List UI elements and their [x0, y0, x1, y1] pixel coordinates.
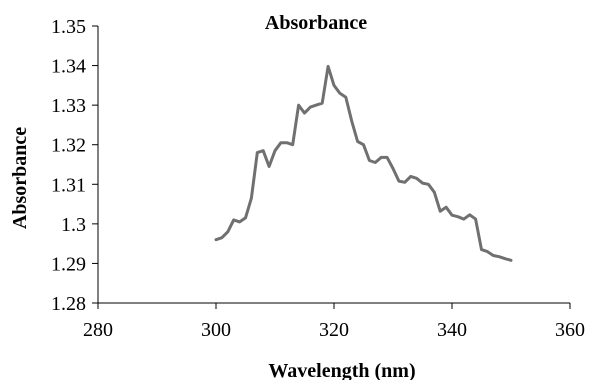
- x-tick-label: 320: [319, 319, 349, 341]
- y-tick-label: 1.35: [51, 16, 86, 38]
- x-axis-title: Wavelength (nm): [268, 360, 415, 380]
- y-tick-label: 1.3: [61, 214, 86, 236]
- y-tick-label: 1.32: [51, 135, 86, 157]
- series-line: [214, 64, 513, 262]
- y-tick-label: 1.28: [51, 293, 86, 315]
- y-tick-label: 1.29: [51, 253, 86, 275]
- y-axis-ticks: 1.28 1.29 1.3 1.31 1.32 1.33 1.34 1.35: [51, 16, 98, 315]
- chart-title: Absorbance: [265, 12, 367, 34]
- x-tick-label: 280: [83, 319, 113, 341]
- y-axis-title: Absorbance: [9, 127, 31, 229]
- axes: [97, 26, 570, 304]
- x-axis-ticks: 280 300 320 340 360: [83, 303, 585, 341]
- y-tick-label: 1.31: [51, 174, 86, 196]
- x-tick-label: 340: [437, 319, 467, 341]
- x-tick-label: 300: [201, 319, 231, 341]
- y-tick-label: 1.34: [51, 56, 86, 78]
- series-group: [214, 64, 513, 262]
- y-tick-label: 1.33: [51, 95, 86, 117]
- x-tick-label: 360: [555, 319, 585, 341]
